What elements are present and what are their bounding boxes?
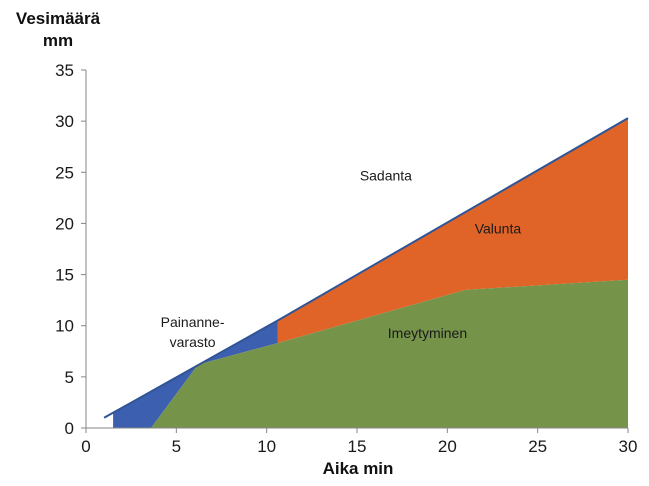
y-tick-label: 5 xyxy=(65,368,74,387)
y-tick-label: 30 xyxy=(55,112,74,131)
area-painannevarasto xyxy=(113,320,278,428)
line-sadanta xyxy=(103,117,629,419)
x-tick-label: 20 xyxy=(438,437,457,456)
y-tick-label: 15 xyxy=(55,266,74,285)
area-labels-layer: Sadanta Valunta Imeytyminen Painanne-varast… xyxy=(161,167,522,349)
x-tick-label: 5 xyxy=(172,437,181,456)
area-label-sadanta: Sadanta xyxy=(360,167,412,183)
y-tick-label: 0 xyxy=(65,419,74,438)
y-axis-title-line-1: Vesimäärä xyxy=(16,9,101,28)
area-label-painannevarasto: Painanne- xyxy=(161,314,225,330)
area-valunta xyxy=(277,118,628,344)
x-tick-label: 15 xyxy=(348,437,367,456)
area-label-painannevarasto: varasto xyxy=(170,334,216,350)
area-layer xyxy=(103,117,629,428)
axes-layer xyxy=(81,69,629,433)
y-tick-label: 10 xyxy=(55,317,74,336)
y-tick-label: 25 xyxy=(55,163,74,182)
x-axis-title: Aika min xyxy=(323,459,394,478)
y-tick-label: 20 xyxy=(55,214,74,233)
area-label-valunta: Valunta xyxy=(475,221,522,237)
x-tick-label: 10 xyxy=(257,437,276,456)
y-axis-title-line-2: mm xyxy=(43,31,73,50)
area-imeytyminen xyxy=(151,279,628,428)
y-tick-label: 35 xyxy=(55,61,74,80)
tick-labels-layer: 0 5 10 15 20 25 30 35 0 5 10 15 20 25 30 xyxy=(55,61,637,456)
x-tick-label: 30 xyxy=(619,437,638,456)
x-tick-label: 25 xyxy=(528,437,547,456)
x-tick-label: 0 xyxy=(81,437,90,456)
area-label-imeytyminen: Imeytyminen xyxy=(388,325,467,341)
